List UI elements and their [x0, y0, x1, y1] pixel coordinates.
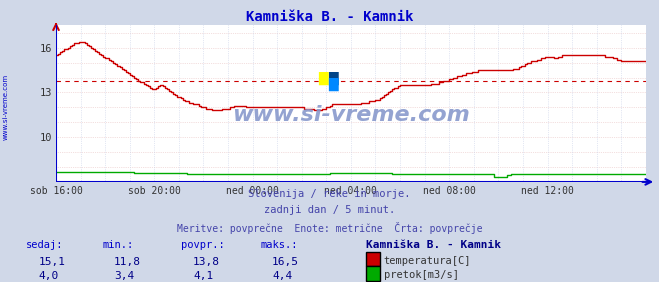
Text: min.:: min.:: [102, 240, 133, 250]
Text: 13,8: 13,8: [193, 257, 220, 267]
Text: temperatura[C]: temperatura[C]: [384, 256, 471, 266]
Text: maks.:: maks.:: [260, 240, 298, 250]
Text: povpr.:: povpr.:: [181, 240, 225, 250]
Text: 3,4: 3,4: [114, 271, 134, 281]
Text: █: █: [318, 72, 328, 85]
Text: 16,5: 16,5: [272, 257, 299, 267]
Text: Meritve: povprečne  Enote: metrične  Črta: povprečje: Meritve: povprečne Enote: metrične Črta:…: [177, 222, 482, 234]
Text: Slovenija / reke in morje.: Slovenija / reke in morje.: [248, 189, 411, 199]
Text: www.si-vreme.com: www.si-vreme.com: [232, 105, 470, 125]
Text: 4,0: 4,0: [38, 271, 59, 281]
Text: Kamniška B. - Kamnik: Kamniška B. - Kamnik: [246, 10, 413, 24]
Text: 11,8: 11,8: [114, 257, 141, 267]
Text: zadnji dan / 5 minut.: zadnji dan / 5 minut.: [264, 205, 395, 215]
Text: 4,4: 4,4: [272, 271, 293, 281]
Text: sedaj:: sedaj:: [26, 240, 64, 250]
Text: █: █: [328, 72, 338, 85]
Text: www.si-vreme.com: www.si-vreme.com: [2, 74, 9, 140]
Text: 4,1: 4,1: [193, 271, 214, 281]
Text: 15,1: 15,1: [38, 257, 65, 267]
Text: █: █: [328, 78, 338, 91]
Text: pretok[m3/s]: pretok[m3/s]: [384, 270, 459, 280]
Text: Kamniška B. - Kamnik: Kamniška B. - Kamnik: [366, 240, 501, 250]
